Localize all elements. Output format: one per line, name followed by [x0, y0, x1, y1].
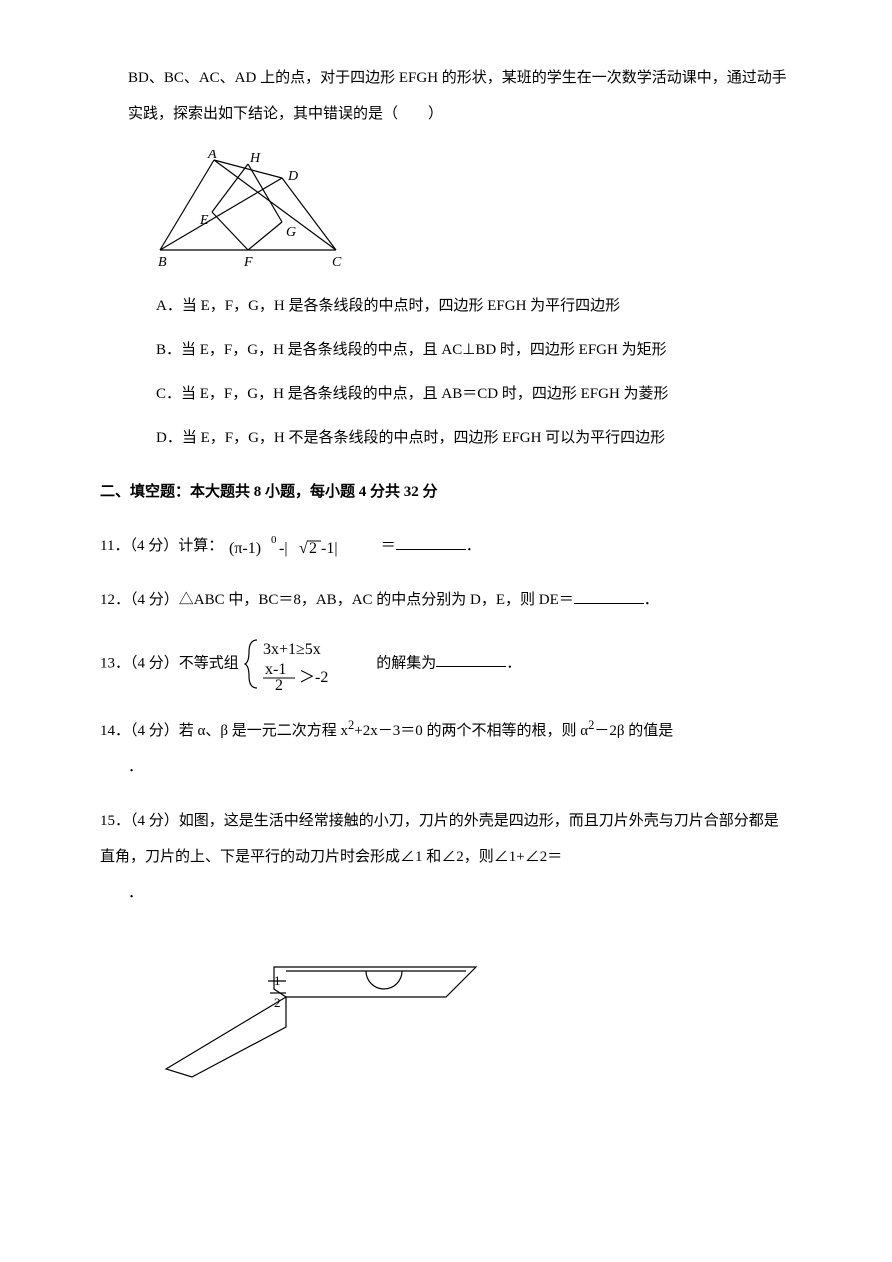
q10-stem-continuation: BD、BC、AC、AD 上的点，对于四边形 EFGH 的形状，某班的学生在一次数… [100, 60, 792, 132]
q14: 14．（4 分）若 α、β 是一元二次方程 x2+2x－3＝0 的两个不相等的根… [100, 710, 792, 785]
q14-period: ． [128, 759, 143, 775]
q10-option-a: A．当 E，F，G，H 是各条线段的中点时，四边形 EFGH 为平行四边形 [100, 288, 792, 324]
svg-text:H: H [249, 151, 261, 166]
q10-svg: A H D E G B F C [156, 150, 356, 270]
q11-period: ． [466, 538, 481, 554]
q13: 13．（4 分）不等式组 3x+1≥5x x-12 ＞-2 的解集为 ． [100, 636, 792, 692]
q15-period: ． [128, 885, 143, 901]
q10-opt-a-text: A．当 E，F，G，H 是各条线段的中点时，四边形 EFGH 为平行四边形 [156, 298, 620, 314]
q12-blank [574, 589, 644, 604]
svg-text:D: D [287, 169, 298, 184]
svg-text:B: B [158, 255, 167, 270]
svg-text:＞-2: ＞-2 [299, 669, 328, 686]
q10-option-c: C．当 E，F，G，H 是各条线段的中点，且 AB＝CD 时，四边形 EFGH … [100, 376, 792, 412]
q12-text: 12．（4 分）△ABC 中，BC＝8，AB，AC 的中点分别为 D，E，则 D… [100, 592, 574, 608]
svg-text:x-1: x-1 [265, 661, 286, 678]
q13-blank [436, 652, 506, 667]
svg-text:2: 2 [274, 995, 281, 1010]
q12: 12．（4 分）△ABC 中，BC＝8，AB，AC 的中点分别为 D，E，则 D… [100, 582, 792, 618]
q10-option-b: B．当 E，F，G，H 是各条线段的中点，且 AC⊥BD 时，四边形 EFGH … [100, 332, 792, 368]
svg-text:C: C [332, 255, 342, 270]
q10-opt-b-text: B．当 E，F，G，H 是各条线段的中点，且 AC⊥BD 时，四边形 EFGH … [156, 342, 667, 358]
q13-tail: 的解集为 [376, 655, 436, 671]
q13-system-svg: 3x+1≥5x x-12 ＞-2 [243, 636, 373, 692]
q10-stem-text: BD、BC、AC、AD 上的点，对于四边形 EFGH 的形状，某班的学生在一次数… [128, 70, 787, 122]
q13-label: 13．（4 分）不等式组 [100, 655, 239, 671]
svg-text:√: √ [299, 540, 308, 557]
q15-figure: 12 [156, 929, 792, 1079]
q15-text: 15．（4 分）如图，这是生活中经常接触的小刀，刀片的外壳是四边形，而且刀片外壳… [100, 813, 779, 865]
q11-blank [396, 535, 466, 550]
svg-text:(π-1): (π-1) [229, 540, 261, 557]
svg-text:A: A [207, 150, 217, 162]
svg-text:-1|: -1| [321, 540, 338, 557]
q14-text-a: 14．（4 分）若 α、β 是一元二次方程 x [100, 723, 348, 739]
section-2-heading: 二、填空题：本大题共 8 小题，每小题 4 分共 32 分 [100, 474, 792, 510]
q10-figure: A H D E G B F C [156, 150, 792, 270]
q13-system: 3x+1≥5x x-12 ＞-2 [243, 636, 373, 692]
q10-opt-d-text: D．当 E，F，G，H 不是各条线段的中点时，四边形 EFGH 可以为平行四边形 [156, 430, 665, 446]
q15: 15．（4 分）如图，这是生活中经常接触的小刀，刀片的外壳是四边形，而且刀片外壳… [100, 803, 792, 911]
q10-option-d: D．当 E，F，G，H 不是各条线段的中点时，四边形 EFGH 可以为平行四边形 [100, 420, 792, 456]
svg-text:2: 2 [309, 540, 317, 557]
q12-period: ． [644, 592, 659, 608]
q11-formula-svg: (π-1) 0-| √2-1| [227, 533, 377, 561]
section-2-text: 二、填空题：本大题共 8 小题，每小题 4 分共 32 分 [100, 484, 438, 500]
q11-formula: (π-1) 0-| √2-1| [227, 533, 377, 561]
q13-period: ． [506, 655, 521, 671]
q14-text-b: +2x－3＝0 的两个不相等的根，则 α [354, 723, 588, 739]
svg-text:2: 2 [275, 677, 283, 692]
svg-text:3x+1≥5x: 3x+1≥5x [263, 641, 321, 658]
svg-text:G: G [286, 225, 296, 240]
q11-eq: ＝ [381, 538, 396, 554]
q11: 11．（4 分）计算： (π-1) 0-| √2-1| ＝ ． [100, 528, 792, 564]
svg-text:-|: -| [279, 540, 288, 557]
svg-text:0: 0 [271, 534, 277, 546]
q14-text-c: －2β 的值是 [594, 723, 673, 739]
svg-text:E: E [199, 213, 209, 228]
q15-svg: 12 [156, 929, 516, 1079]
q11-label: 11．（4 分）计算： [100, 538, 223, 554]
q10-opt-c-text: C．当 E，F，G，H 是各条线段的中点，且 AB＝CD 时，四边形 EFGH … [156, 386, 669, 402]
svg-text:F: F [243, 255, 253, 270]
